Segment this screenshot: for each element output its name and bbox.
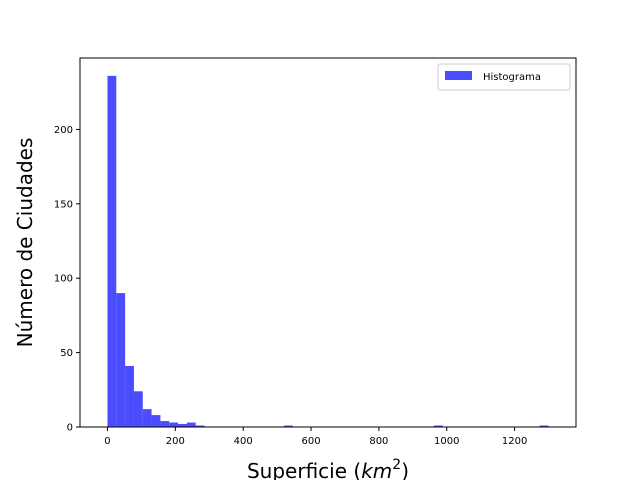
legend-label: Histograma xyxy=(483,72,541,83)
histogram-bar-6 xyxy=(160,421,170,427)
histogram-bar-3 xyxy=(133,391,143,427)
y-axis-label: Número de Ciudades xyxy=(13,138,37,348)
y-ticks-group: 0 50 100 150 200 xyxy=(54,125,80,434)
x-tick-label: 600 xyxy=(301,436,320,447)
x-tick-label: 0 xyxy=(104,436,110,447)
y-tick-label: 150 xyxy=(54,199,73,210)
x-ticks-group: 0 200 400 600 800 1000 1200 xyxy=(104,427,527,447)
x-axis-label: Superficie (km2) xyxy=(247,457,409,480)
histogram-bar-1 xyxy=(116,293,126,427)
bars-group xyxy=(107,75,549,428)
x-axis-label-close: ) xyxy=(401,459,409,480)
y-tick-label: 50 xyxy=(60,348,73,359)
histogram-bar-5 xyxy=(151,415,161,427)
x-tick-label: 400 xyxy=(234,436,253,447)
x-axis-label-main: Superficie ( xyxy=(247,459,361,480)
histogram-bar-9 xyxy=(186,422,196,427)
histogram-bar-10 xyxy=(195,425,205,427)
histogram-bar-11 xyxy=(283,425,293,427)
legend-box xyxy=(437,63,571,91)
y-tick-label: 200 xyxy=(54,125,73,136)
x-axis-label-exponent: 2 xyxy=(392,457,401,473)
y-tick-label: 0 xyxy=(67,423,73,434)
x-tick-label: 1200 xyxy=(502,436,527,447)
histogram-bar-12 xyxy=(433,425,443,427)
histogram-bar-2 xyxy=(125,365,134,427)
x-tick-label: 800 xyxy=(369,436,388,447)
histogram-bar-0 xyxy=(107,75,117,428)
x-tick-label: 200 xyxy=(166,436,185,447)
histogram-bar-13 xyxy=(539,425,549,427)
x-axis-label-unit: km xyxy=(361,459,392,480)
plot-frame xyxy=(79,57,577,428)
legend-swatch xyxy=(445,71,472,80)
y-tick-label: 100 xyxy=(54,274,73,285)
histogram-bar-8 xyxy=(178,424,187,427)
x-tick-label: 1000 xyxy=(434,436,459,447)
histogram-bar-4 xyxy=(142,409,152,427)
legend[interactable]: Histograma xyxy=(437,63,571,91)
histogram-bar-7 xyxy=(169,422,179,427)
